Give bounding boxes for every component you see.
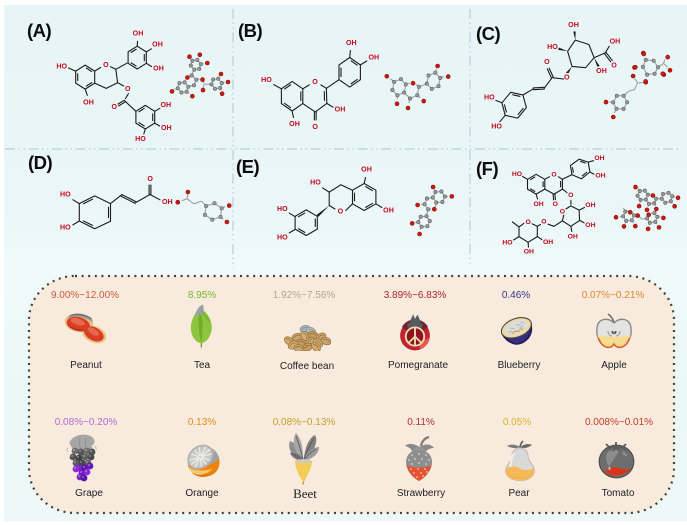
- svg-text:HO: HO: [310, 179, 321, 187]
- svg-text:HO: HO: [277, 205, 288, 213]
- svg-text:OH: OH: [594, 155, 604, 162]
- svg-text:OH: OH: [368, 54, 379, 62]
- svg-text:O: O: [564, 74, 570, 82]
- svg-text:OH: OH: [543, 239, 553, 246]
- svg-text:O: O: [525, 219, 530, 226]
- svg-text:HO: HO: [512, 171, 522, 178]
- svg-text:O: O: [553, 201, 558, 208]
- svg-text:HO: HO: [502, 239, 512, 246]
- svg-text:O: O: [147, 175, 153, 183]
- svg-text:OH: OH: [83, 98, 94, 106]
- svg-text:OH: OH: [160, 101, 171, 109]
- svg-text:OH: OH: [524, 249, 534, 256]
- svg-text:HO: HO: [484, 94, 495, 102]
- svg-text:OH: OH: [568, 21, 579, 29]
- svg-text:HO: HO: [277, 234, 288, 242]
- svg-text:O: O: [338, 207, 344, 215]
- svg-text:OH: OH: [610, 37, 621, 45]
- svg-text:HO: HO: [60, 223, 71, 231]
- svg-text:O: O: [103, 61, 109, 69]
- svg-text:HO: HO: [491, 123, 502, 131]
- svg-text:HO: HO: [60, 190, 71, 198]
- svg-text:OH: OH: [568, 233, 578, 240]
- svg-text:OH: OH: [596, 67, 607, 75]
- svg-text:HO: HO: [135, 135, 146, 143]
- svg-text:OH: OH: [595, 173, 605, 180]
- svg-text:O: O: [112, 103, 118, 111]
- svg-text:O: O: [551, 172, 556, 179]
- svg-text:OH: OH: [161, 124, 172, 132]
- svg-text:O: O: [568, 192, 573, 199]
- svg-text:O: O: [541, 219, 546, 226]
- svg-text:HO: HO: [261, 76, 272, 84]
- svg-text:HO: HO: [547, 43, 558, 51]
- svg-text:OH: OH: [361, 166, 372, 174]
- svg-text:OH: OH: [383, 206, 394, 214]
- svg-text:O: O: [560, 208, 565, 215]
- svg-text:O: O: [544, 58, 550, 66]
- svg-text:OH: OH: [152, 41, 163, 49]
- svg-text:O: O: [611, 62, 617, 70]
- svg-text:OH: OH: [346, 39, 357, 47]
- svg-text:OH: OH: [585, 202, 595, 209]
- svg-text:OH: OH: [585, 222, 595, 229]
- svg-text:OH: OH: [289, 120, 300, 128]
- svg-text:O: O: [125, 85, 131, 93]
- svg-text:O: O: [312, 123, 318, 131]
- svg-text:OH: OH: [133, 30, 144, 38]
- svg-text:HO: HO: [56, 62, 67, 70]
- svg-text:OH: OH: [153, 65, 164, 73]
- svg-text:O: O: [312, 78, 318, 86]
- svg-text:OH: OH: [533, 201, 543, 208]
- svg-text:OH: OH: [162, 198, 173, 206]
- svg-text:OH: OH: [335, 105, 346, 113]
